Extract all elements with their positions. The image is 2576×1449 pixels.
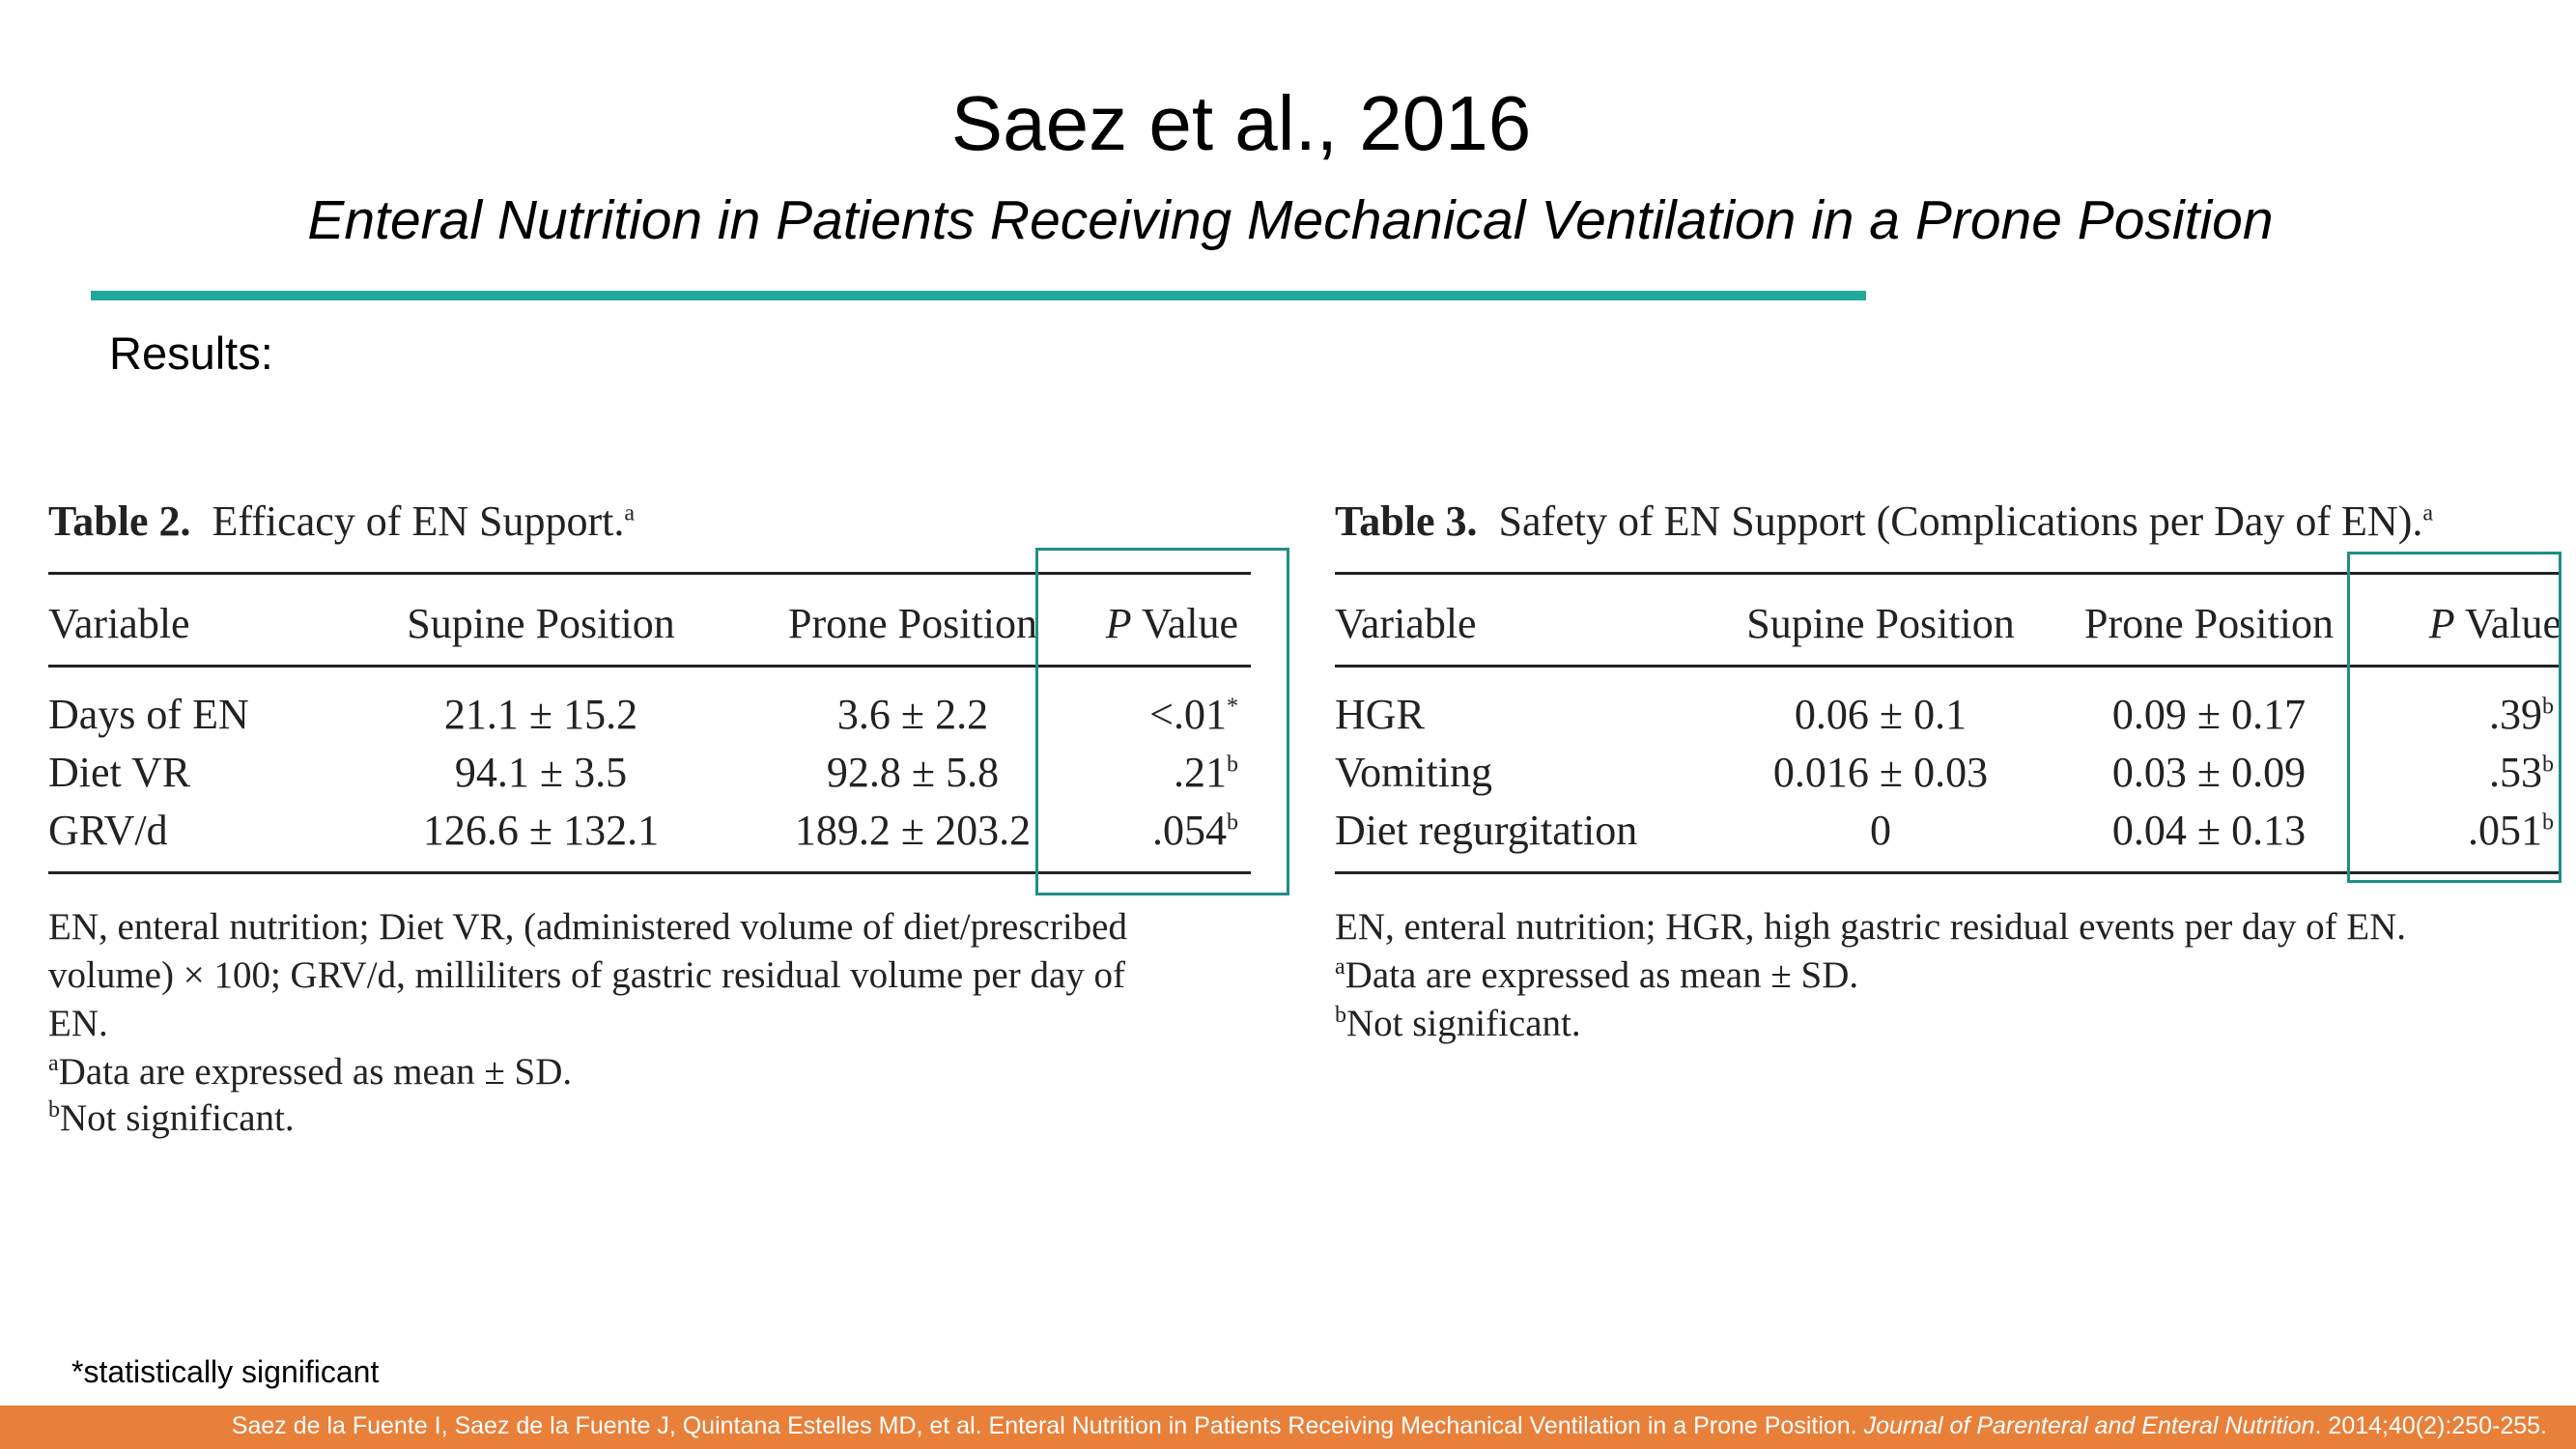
table-cell: 0.06 ± 0.1	[1794, 691, 1967, 738]
table-row: Days of EN	[48, 691, 249, 738]
table-3-footnote-b: bNot significant.	[1335, 1003, 1581, 1044]
table-3-header-pvalue: P Value	[2428, 600, 2562, 647]
table-2-header-supine: Supine Position	[407, 600, 675, 647]
significance-note: *statistically significant	[71, 1354, 380, 1389]
table-cell: 0	[1870, 807, 1891, 854]
table-2-footnote-a: aData are expressed as mean ± SD.	[48, 1051, 573, 1093]
table-2-caption-label: Table 2.	[48, 497, 191, 545]
table-cell-pvalue: .21b	[1174, 749, 1238, 796]
table-2: Table 2. Efficacy of EN Support.a Variab…	[48, 500, 1251, 1157]
table-cell: 0.03 ± 0.09	[2111, 749, 2307, 796]
table-cell: 126.6 ± 132.1	[422, 807, 660, 854]
table-cell-pvalue: .39b	[2489, 691, 2554, 738]
table-cell-pvalue: .051b	[2468, 807, 2554, 854]
table-row: HGR	[1335, 691, 1425, 738]
table-2-footnote-b: bNot significant.	[48, 1097, 295, 1139]
table-row: Diet regurgitation	[1335, 807, 1638, 854]
table-2-header-pvalue: P Value	[1105, 600, 1238, 647]
table-cell-pvalue: <.01*	[1149, 691, 1238, 738]
citation-footer: Saez de la Fuente I, Saez de la Fuente J…	[0, 1406, 2576, 1449]
table-3-caption: Table 3. Safety of EN Support (Complicat…	[1335, 500, 2433, 543]
table-2-bottom-rule	[48, 871, 1251, 874]
table-row: Diet VR	[48, 749, 191, 796]
table-cell: 0.016 ± 0.03	[1772, 749, 1989, 796]
section-label: Results:	[109, 327, 273, 379]
table-3-caption-label: Table 3.	[1335, 497, 1478, 545]
table-cell-pvalue: .53b	[2489, 749, 2554, 796]
table-2-caption-text: Efficacy of EN Support.	[212, 497, 625, 545]
table-3-footnote-a: aData are expressed as mean ± SD.	[1335, 954, 1859, 996]
table-2-header-variable: Variable	[48, 600, 190, 647]
table-cell: 189.2 ± 203.2	[794, 807, 1032, 854]
table-3-top-rule	[1335, 572, 2562, 575]
slide-title: Saez et al., 2016	[950, 80, 1532, 166]
table-cell: 21.1 ± 15.2	[443, 691, 638, 738]
table-3-header-rule	[1335, 665, 2562, 668]
table-2-header-prone: Prone Position	[788, 600, 1037, 647]
table-cell: 94.1 ± 3.5	[454, 749, 628, 796]
table-3-note: EN, enteral nutrition; HGR, high gastric…	[1335, 906, 2407, 948]
table-row: Vomiting	[1335, 749, 1493, 796]
table-3: Table 3. Safety of EN Support (Complicat…	[1335, 500, 2562, 1061]
table-3-bottom-rule	[1335, 871, 2562, 874]
table-row: GRV/d	[48, 807, 168, 854]
table-3-caption-text: Safety of EN Support (Complications per …	[1498, 497, 2423, 545]
table-cell: 0.04 ± 0.13	[2111, 807, 2307, 854]
slide-subtitle: Enteral Nutrition in Patients Receiving …	[307, 189, 2274, 251]
table-3-pvalue-highlight	[2347, 552, 2562, 883]
table-2-header-rule	[48, 665, 1251, 668]
title-divider	[91, 291, 1866, 300]
table-3-header-variable: Variable	[1335, 600, 1477, 647]
table-2-caption-sup: a	[624, 500, 636, 526]
table-cell-pvalue: .054b	[1152, 807, 1238, 854]
table-2-note: volume) × 100; GRV/d, milliliters of gas…	[48, 954, 1125, 996]
table-3-header-supine: Supine Position	[1746, 600, 2015, 647]
table-cell: 0.09 ± 0.17	[2111, 691, 2307, 738]
table-3-caption-sup: a	[2422, 500, 2434, 526]
table-2-note: EN, enteral nutrition; Diet VR, (adminis…	[48, 906, 1127, 948]
table-2-note: EN.	[48, 1003, 108, 1044]
table-3-header-prone: Prone Position	[2084, 600, 2334, 647]
table-cell: 92.8 ± 5.8	[826, 749, 1000, 796]
table-2-pvalue-highlight	[1035, 548, 1289, 895]
table-2-top-rule	[48, 572, 1251, 575]
citation-text: Saez de la Fuente I, Saez de la Fuente J…	[231, 1412, 2547, 1439]
table-2-caption: Table 2. Efficacy of EN Support.a	[48, 500, 635, 543]
table-cell: 3.6 ± 2.2	[836, 691, 989, 738]
citation-journal: Journal of Parenteral and Enteral Nutrit…	[1863, 1412, 2315, 1439]
